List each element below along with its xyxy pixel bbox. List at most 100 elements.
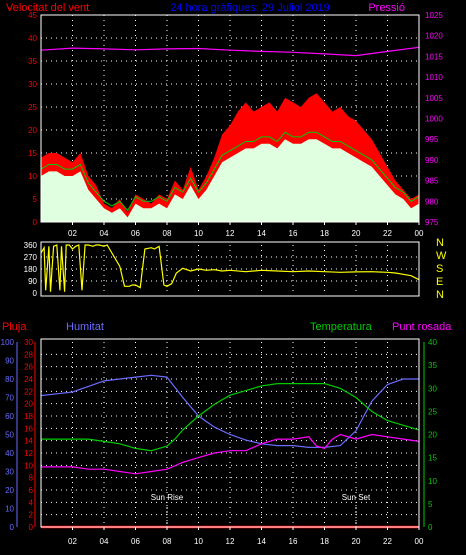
temperature-tick-label: 15: [428, 454, 437, 463]
compass-label: N: [436, 289, 444, 301]
x-tick-label: 14: [257, 229, 266, 238]
humidity-tick-label: 26: [24, 363, 33, 372]
temperature-series-line: [41, 383, 420, 452]
pressure-tick-label: 1000: [425, 115, 443, 124]
pressure-series-line: [40, 46, 420, 57]
pressure-tick-label: 1020: [425, 32, 443, 41]
x-tick-label: 12: [226, 229, 235, 238]
temperature-tick-label: 40: [428, 338, 437, 347]
compass-label: S: [436, 263, 443, 275]
rain-tick-label: 50: [5, 431, 14, 440]
humidity-tick-label: 14: [24, 437, 33, 446]
direction-panel-frame: [40, 241, 420, 297]
wind-tick-label: 0: [33, 218, 38, 227]
compass-label: E: [436, 276, 443, 288]
x-tick-label: 10: [194, 537, 203, 546]
direction-tick-label: 0: [33, 289, 38, 298]
x-tick-label: 00: [415, 537, 424, 546]
humidity-tick-label: 30: [24, 338, 33, 347]
humidity-tick-label: 28: [24, 350, 33, 359]
temp-humidity-panel: Pluja Humitat Temperatura Punt rosada 0 1…: [1, 321, 453, 546]
direction-tick-label: 180: [24, 265, 38, 274]
x-tick-label: 02: [68, 229, 77, 238]
rain-tick-label: 0: [10, 523, 15, 532]
humidity-tick-label: 8: [29, 474, 34, 483]
humidity-tick-label: 22: [24, 387, 33, 396]
wind-avg-series-area: [41, 139, 419, 222]
x-tick-label: 12: [226, 537, 235, 546]
pressure-tick-label: 975: [425, 218, 439, 227]
x-tick-label: 04: [100, 229, 109, 238]
temperature-tick-label: 0: [428, 523, 433, 532]
x-tick-label: 22: [383, 537, 392, 546]
compass-label: W: [436, 250, 447, 262]
x-tick-label: 16: [289, 229, 298, 238]
pressure-tick-label: 990: [425, 156, 439, 165]
x-tick-label: 18: [320, 537, 329, 546]
x-tick-label: 14: [257, 537, 266, 546]
wind-avg-series-line: [40, 131, 420, 212]
x-tick-label: 10: [194, 229, 203, 238]
pressure-tick-label: 995: [425, 135, 439, 144]
humidity-series-line: [40, 374, 419, 448]
rain-tick-label: 80: [5, 375, 14, 384]
x-tick-label: 00: [415, 229, 424, 238]
wind-tick-label: 30: [28, 80, 37, 89]
wind-tick-label: 5: [33, 195, 38, 204]
temperature-axis-label: Temperatura: [310, 321, 373, 333]
pressure-tick-label: 1005: [425, 94, 443, 103]
direction-tick-label: 270: [24, 253, 38, 262]
x-tick-label: 08: [163, 229, 172, 238]
x-tick-label: 02: [68, 537, 77, 546]
rain-tick-label: 60: [5, 412, 14, 421]
humidity-tick-label: 20: [24, 400, 33, 409]
humidity-tick-label: 10: [24, 461, 33, 470]
dewpoint-axis-label: Punt rosada: [392, 321, 452, 333]
x-tick-label: 20: [352, 537, 361, 546]
sun-annotation: Sun Rise: [151, 493, 184, 502]
x-tick-label: 18: [320, 229, 329, 238]
rain-tick-label: 70: [5, 394, 14, 403]
sun-annotation: Sun Set: [342, 493, 371, 502]
x-tick-label: 06: [131, 537, 140, 546]
compass-label: N: [436, 237, 444, 249]
dewpoint-series-line: [41, 433, 420, 475]
x-tick-label: 06: [131, 229, 140, 238]
wind-pressure-panel: Velocitat del vent 24 hora gràfiques: 29…: [6, 2, 443, 238]
temperature-tick-label: 25: [428, 407, 437, 416]
rain-tick-label: 10: [5, 505, 14, 514]
wind-speed-axis-label: Velocitat del vent: [6, 2, 89, 14]
humidity-tick-label: 2: [29, 511, 34, 520]
pressure-tick-label: 1015: [425, 52, 443, 61]
wind-tick-label: 20: [28, 126, 37, 135]
rain-tick-label: 30: [5, 468, 14, 477]
rain-axis-label: Pluja: [2, 321, 27, 333]
wind-tick-label: 40: [28, 34, 37, 43]
rain-tick-label: 20: [5, 486, 14, 495]
pressure-axis-label: Pressió: [368, 2, 405, 14]
temperature-tick-label: 35: [428, 361, 437, 370]
x-tick-label: 20: [352, 229, 361, 238]
rain-tick-label: 100: [1, 338, 15, 347]
pressure-tick-label: 1010: [425, 73, 443, 82]
rain-tick-label: 40: [5, 449, 14, 458]
wind-tick-label: 45: [28, 11, 37, 20]
temperature-tick-label: 20: [428, 431, 437, 440]
direction-tick-label: 360: [24, 241, 38, 250]
direction-tick-label: 90: [28, 277, 37, 286]
pressure-tick-label: 985: [425, 177, 439, 186]
humidity-tick-label: 16: [24, 424, 33, 433]
temperature-tick-label: 10: [428, 477, 437, 486]
temperature-tick-label: 5: [428, 500, 433, 509]
x-tick-label: 08: [163, 537, 172, 546]
temperature-tick-label: 30: [428, 384, 437, 393]
humidity-tick-label: 6: [29, 486, 34, 495]
rain-tick-label: 90: [5, 357, 14, 366]
chart-title: 24 hora gràfiques: 29 Juliol 2019: [170, 2, 330, 14]
wind-tick-label: 35: [28, 57, 37, 66]
humidity-tick-label: 4: [29, 498, 34, 507]
wind-tick-label: 15: [28, 149, 37, 158]
humidity-tick-label: 12: [24, 449, 33, 458]
